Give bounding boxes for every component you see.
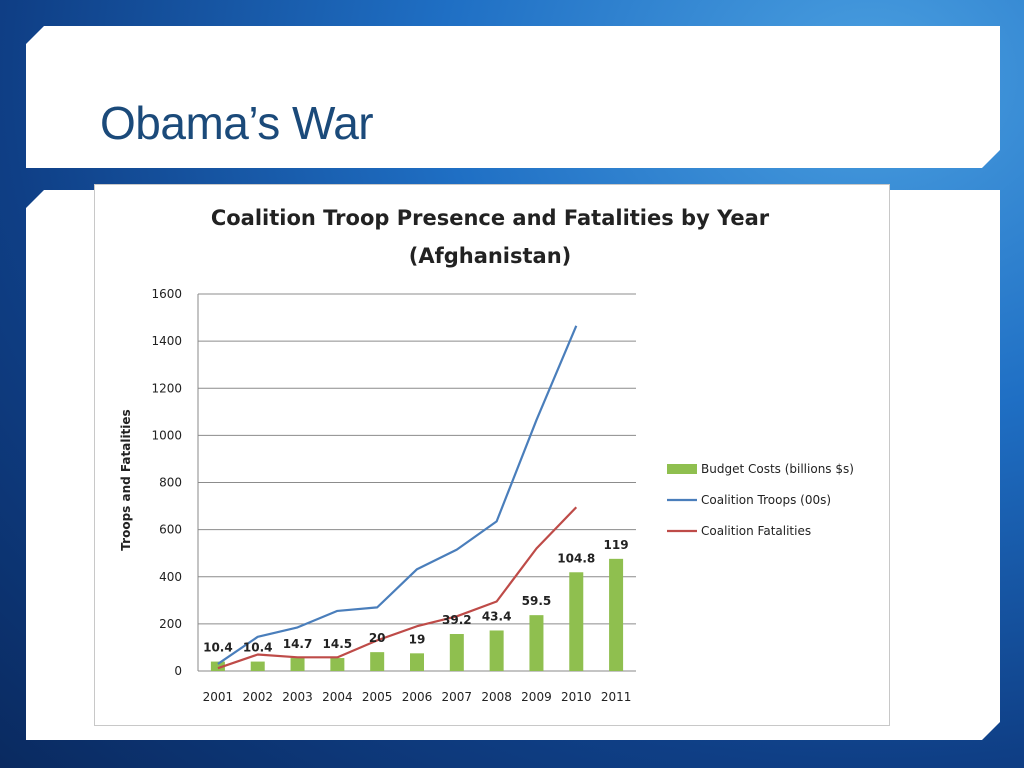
data-label: 119 xyxy=(604,538,629,552)
data-label: 14.5 xyxy=(323,637,353,651)
chart: Coalition Troop Presence and Fatalities … xyxy=(119,206,854,704)
bar xyxy=(569,572,584,671)
data-label: 43.4 xyxy=(482,609,512,623)
chart-frame: Coalition Troop Presence and Fatalities … xyxy=(94,184,890,726)
title-panel xyxy=(26,26,1000,168)
data-label: 10.4 xyxy=(203,641,233,655)
x-tick-label: 2010 xyxy=(561,690,592,704)
y-tick-label: 1600 xyxy=(151,287,182,301)
y-tick-label: 1400 xyxy=(151,334,182,348)
bar xyxy=(489,630,504,671)
series-line xyxy=(217,506,578,670)
bars xyxy=(210,558,624,671)
bar xyxy=(330,658,345,671)
y-tick-label: 600 xyxy=(159,523,182,537)
data-label: 10.4 xyxy=(243,641,273,655)
data-label: 19 xyxy=(409,632,426,646)
x-tick-label: 2002 xyxy=(242,690,273,704)
y-tick-label: 0 xyxy=(174,664,182,678)
data-labels: 10.4 10.4 14.7 14.5 20 19 39.2 43.4 59.5 104.8 119 xyxy=(203,538,629,655)
data-label: 20 xyxy=(369,631,386,645)
chart-subtitle: (Afghanistan) xyxy=(409,244,572,268)
data-label: 39.2 xyxy=(442,613,472,627)
y-tick-label: 800 xyxy=(159,476,182,490)
data-label: 14.7 xyxy=(283,637,313,651)
bar xyxy=(210,661,225,671)
x-tick-label: 2006 xyxy=(402,690,433,704)
bar xyxy=(290,658,305,671)
series-line xyxy=(217,325,578,665)
bar xyxy=(449,634,464,671)
slide-title: Obama’s War xyxy=(100,97,374,149)
legend-swatch xyxy=(667,464,697,474)
legend-label: Coalition Fatalities xyxy=(701,524,811,538)
data-label: 104.8 xyxy=(557,551,595,565)
y-tick-label: 1000 xyxy=(151,428,182,442)
x-tick-label: 2009 xyxy=(521,690,552,704)
bar xyxy=(609,558,624,671)
data-label: 59.5 xyxy=(522,594,552,608)
x-tick-label: 2007 xyxy=(442,690,473,704)
x-tick-label: 2011 xyxy=(601,690,632,704)
x-tick-label: 2005 xyxy=(362,690,393,704)
x-tick-label: 2008 xyxy=(481,690,512,704)
legend: Budget Costs (billions $s) Coalition Troo… xyxy=(667,462,854,538)
y-tick-label: 1200 xyxy=(151,381,182,395)
x-tick-label: 2004 xyxy=(322,690,353,704)
axis-ticks: 0 200 400 600 800 1000 1200 1400 1600 2001 2002 200… xyxy=(151,287,631,704)
x-tick-label: 2003 xyxy=(282,690,313,704)
x-tick-label: 2001 xyxy=(203,690,234,704)
legend-label: Coalition Troops (00s) xyxy=(701,493,831,507)
legend-label: Budget Costs (billions $s) xyxy=(701,462,854,476)
lines xyxy=(217,325,578,670)
bar xyxy=(410,653,424,671)
bar xyxy=(250,661,265,671)
y-tick-label: 200 xyxy=(159,617,182,631)
bar xyxy=(370,652,385,671)
chart-title: Coalition Troop Presence and Fatalities … xyxy=(211,206,770,230)
y-axis-label: Troops and Fatalities xyxy=(119,409,133,550)
y-tick-label: 400 xyxy=(159,570,182,584)
bar xyxy=(529,615,544,671)
gridlines xyxy=(197,293,636,672)
